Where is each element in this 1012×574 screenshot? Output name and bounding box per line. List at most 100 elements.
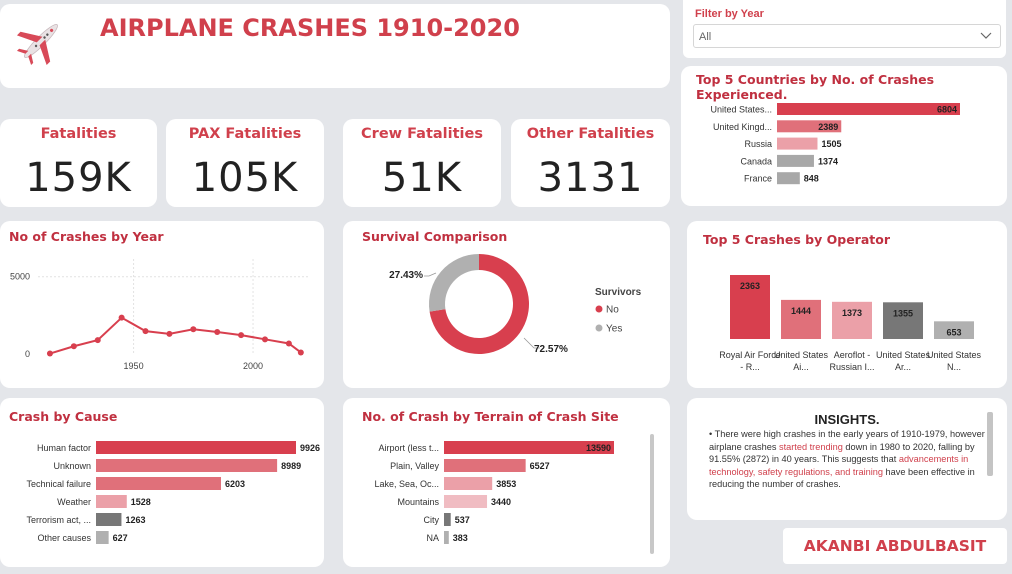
data-label: 1355 [893,308,913,318]
kpi-title: Fatalities [40,126,117,142]
category-label: United States... [710,105,772,115]
author-card: AKANBI ABDULBASIT [783,528,1007,564]
category-label: Terrorism act, ... [26,515,91,525]
title-card: AIRPLANE CRASHES 1910-2020 [0,4,670,88]
pie-slice [429,254,529,354]
data-point [238,332,245,339]
countries-chart: United States... 6804 United Kingd... 2389 R… [710,103,960,185]
year-filter-value: All [699,31,712,43]
leader-line [424,272,437,277]
panel-title: Crash by Cause [9,409,118,424]
bar [96,459,278,472]
data-point [214,329,221,336]
category-label: Weather [57,497,91,507]
operator-panel: Top 5 Crashes by Operator 2363 Royal Air … [687,221,1007,388]
bar [777,137,818,150]
data-point [297,349,304,356]
legend-label: No [606,305,619,316]
page-title: AIRPLANE CRASHES 1910-2020 [100,14,520,42]
insights-title: INSIGHTS. [814,412,880,427]
data-label: 13590 [586,443,611,453]
bar [832,301,872,339]
bar [444,495,488,508]
category-label: United States [927,350,982,360]
category-label: - R... [740,362,760,372]
data-point [118,314,125,321]
legend-marker [595,305,603,313]
bar [934,321,974,339]
category-label: Airport (less t... [378,443,439,453]
cause-panel: Crash by Cause Human factor 9926 Unknown 89… [0,398,324,567]
y-tick-label: 5000 [10,272,30,282]
data-label: 6527 [530,461,550,471]
data-label: 383 [453,533,468,543]
category-label: Aeroflot - [834,350,871,360]
bar [444,477,493,490]
y-tick-label: 0 [25,349,30,359]
insights-highlight: started trending [778,441,843,452]
insights-text-part: down in 1980 to 2020, falling by 91.55% … [709,441,975,465]
insights-panel: INSIGHTS. • There were high crashes in t… [687,398,1007,520]
year-chart: 5000 0 1950 2000 [10,259,308,371]
data-label: 72.57% [534,344,568,355]
category-label: City [424,515,440,525]
data-label: 3440 [491,497,511,507]
bar [444,531,449,544]
category-label: United States [774,350,829,360]
data-label: 2363 [740,281,760,291]
insights-text-part: • There were high crashes in the early y… [709,429,985,452]
data-label: 537 [455,515,470,525]
bar [730,275,770,339]
panel-title: No of Crashes by Year [9,229,164,244]
bar [96,513,122,526]
data-label: 1374 [818,156,838,166]
insights-scrollbar[interactable] [987,412,993,476]
survival-panel: Survival Comparison 72.57% 27.43% Survivor… [343,221,670,388]
category-label: Canada [740,156,772,166]
data-label: 1444 [791,306,811,316]
category-label: Other causes [37,533,91,543]
bar [96,441,296,454]
kpi-value: 159K [25,155,132,201]
category-label: Plain, Valley [390,461,439,471]
kpi-title: Crew Fatalities [361,126,483,142]
bar [96,495,127,508]
terrain-scrollbar[interactable] [650,434,654,554]
category-label: Russian I... [829,362,874,372]
year-filter-dropdown[interactable]: All [693,24,1001,48]
kpi-title: PAX Fatalities [188,126,302,142]
terrain-panel: No. of Crash by Terrain of Crash Site Ai… [343,398,670,567]
bar [96,531,109,544]
bar [883,302,923,339]
data-point [70,343,77,350]
kpi-value: 3131 [537,155,644,201]
leader-line [523,337,540,349]
panel-title: Top 5 Countries by No. of Crashes Experi… [696,72,935,102]
bar [781,299,821,339]
category-label: Royal Air Force [719,350,781,360]
panel-title: Survival Comparison [362,229,508,244]
category-label: Ar... [895,362,911,372]
insights-highlight: advancements in technology, safety regul… [709,454,969,477]
data-label: 8989 [281,461,301,471]
data-point [190,326,197,333]
x-tick-label: 2000 [243,361,263,371]
author-name: AKANBI ABDULBASIT [803,537,987,555]
panel-title: Top 5 Crashes by Operator [703,232,891,247]
category-label: Lake, Sea, Oc... [374,479,439,489]
series-line [49,316,302,355]
data-point [94,337,101,344]
category-label: Technical failure [26,479,91,489]
data-label: 9926 [300,443,320,453]
kpi-other-fatalities: Other Fatalities 3131 [511,119,670,207]
bar [444,459,526,472]
category-label: United Kingd... [713,122,772,132]
category-label: Russia [744,139,772,149]
bar [444,513,451,526]
countries-panel: Top 5 Countries by No. of Crashes Experi… [681,66,1007,206]
data-point [142,328,149,335]
data-label: 6804 [937,105,957,115]
data-label: 627 [113,533,128,543]
category-label: Human factor [37,443,91,453]
bar [777,120,842,133]
